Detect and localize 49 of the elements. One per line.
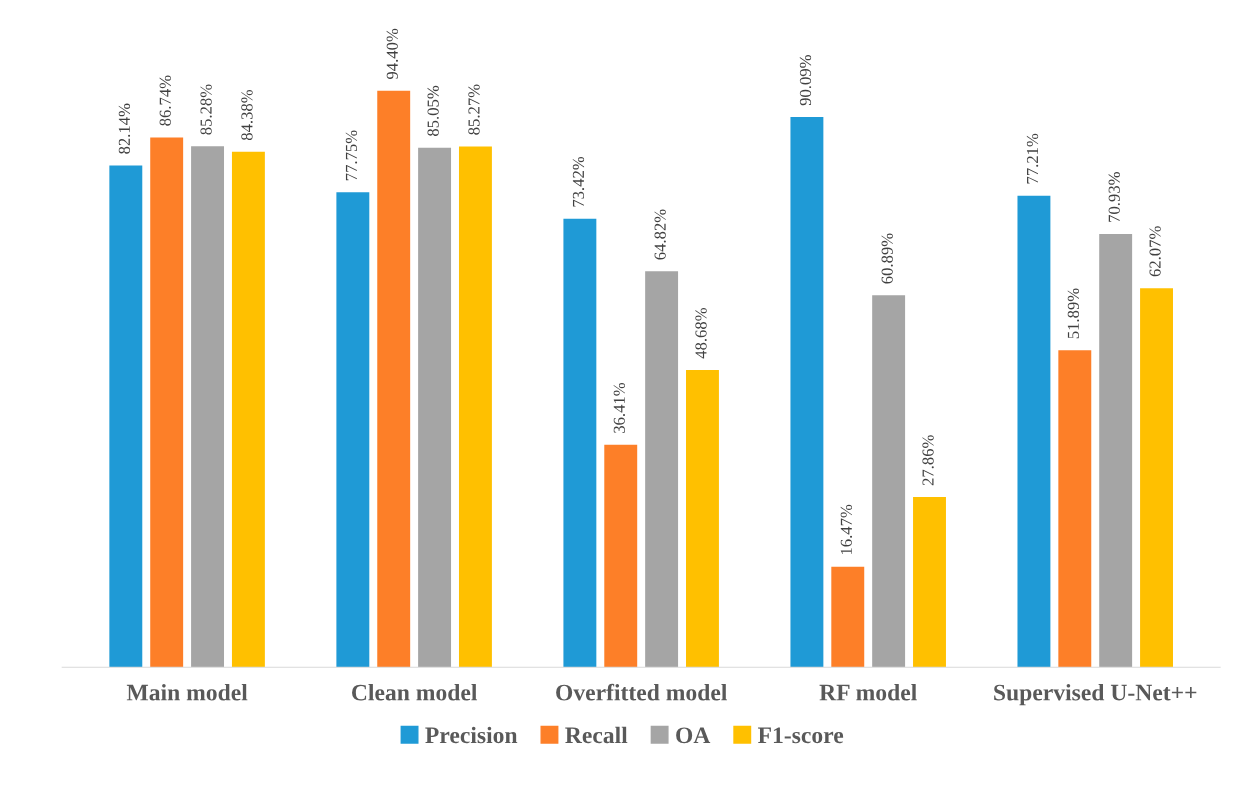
data-label: 84.38% bbox=[241, 89, 253, 141]
legend-label: OA bbox=[676, 727, 711, 744]
x-tick-label: RF model bbox=[819, 683, 917, 701]
bar bbox=[831, 566, 865, 668]
data-label: 27.86% bbox=[922, 435, 934, 486]
bar bbox=[458, 146, 492, 668]
x-tick-label: Overfitted model bbox=[556, 683, 727, 701]
data-label: 36.41% bbox=[613, 382, 625, 433]
data-label: 90.09% bbox=[799, 55, 812, 106]
bar bbox=[191, 146, 225, 668]
bar bbox=[1140, 288, 1173, 668]
bar bbox=[563, 218, 597, 668]
bar bbox=[231, 151, 265, 668]
data-label: 77.75% bbox=[345, 130, 358, 181]
data-label: 16.47% bbox=[840, 504, 853, 555]
data-label: 85.27% bbox=[468, 84, 480, 135]
bar bbox=[645, 271, 679, 668]
data-label: 85.28% bbox=[200, 84, 212, 135]
data-label: 82.14% bbox=[118, 103, 131, 154]
data-label: 70.93% bbox=[1108, 172, 1120, 222]
bar bbox=[913, 497, 946, 668]
data-label: 48.68% bbox=[695, 307, 707, 359]
bar bbox=[1017, 195, 1051, 668]
data-label: 73.42% bbox=[572, 156, 585, 207]
bar bbox=[150, 137, 184, 668]
bar bbox=[336, 192, 370, 668]
x-tick-label: Main model bbox=[126, 683, 248, 701]
bar bbox=[1058, 350, 1092, 668]
data-label: 86.74% bbox=[159, 75, 171, 126]
x-tick-label: Supervised U-Net++ bbox=[994, 683, 1197, 706]
bar bbox=[790, 116, 824, 668]
x-tick-label: Clean model bbox=[352, 683, 478, 701]
legend-label: Precision bbox=[425, 726, 518, 744]
bar bbox=[377, 90, 411, 668]
bar bbox=[604, 444, 638, 668]
legend-label: F1-score bbox=[758, 727, 844, 744]
data-label: 85.05% bbox=[427, 85, 439, 137]
legend-label: Recall bbox=[565, 726, 628, 744]
data-label: 62.07% bbox=[1149, 226, 1161, 277]
bar bbox=[1099, 234, 1133, 668]
data-label: 60.89% bbox=[881, 233, 893, 284]
data-label: 77.21% bbox=[1026, 133, 1039, 184]
data-label: 94.40% bbox=[386, 28, 398, 80]
bar bbox=[109, 165, 143, 668]
bar bbox=[872, 295, 906, 668]
data-label: 51.89% bbox=[1067, 288, 1080, 339]
bar bbox=[418, 147, 452, 668]
bar bbox=[686, 369, 719, 668]
data-label: 64.82% bbox=[654, 209, 666, 260]
